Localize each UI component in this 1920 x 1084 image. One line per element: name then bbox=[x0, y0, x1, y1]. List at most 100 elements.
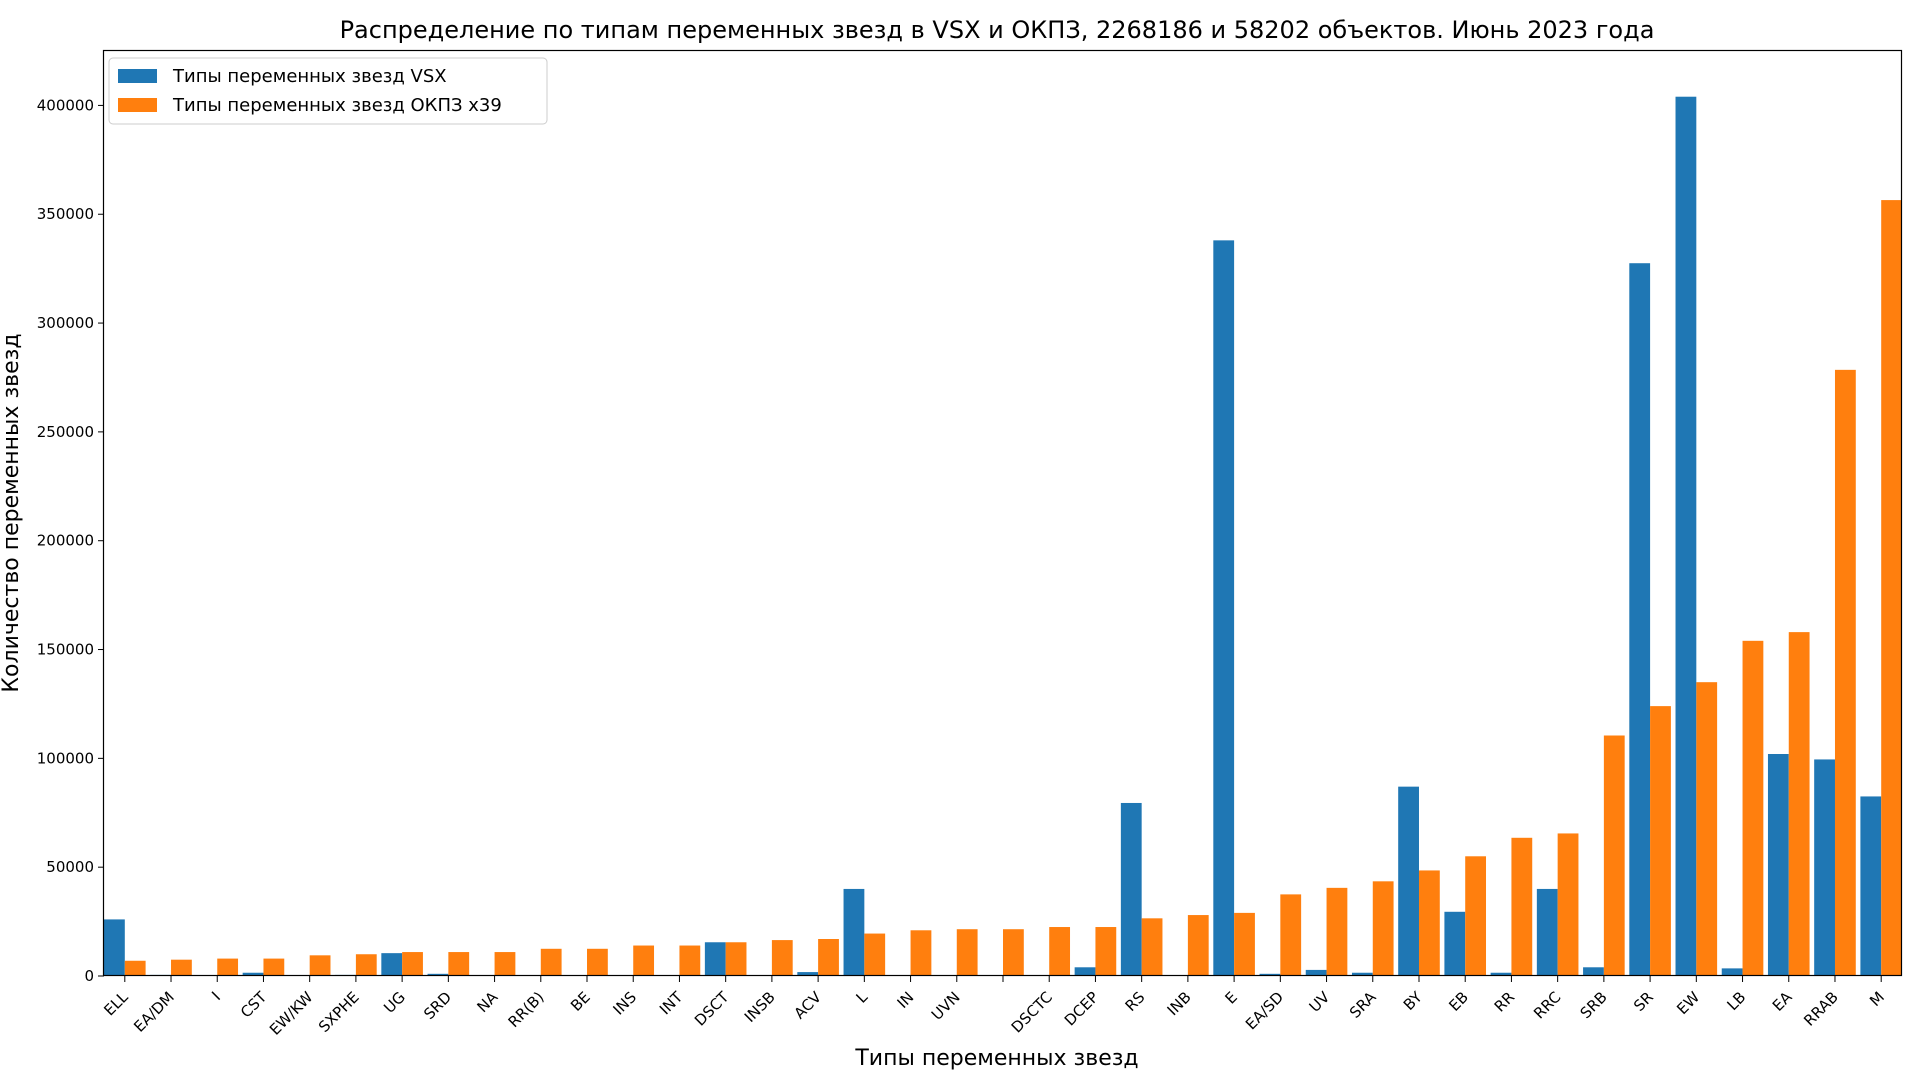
legend-swatch-okpz bbox=[118, 98, 157, 112]
x-tick-label: EB bbox=[1445, 988, 1472, 1015]
bar-okpz-7 bbox=[448, 952, 470, 976]
bar-okpz-8 bbox=[494, 952, 516, 976]
bar-okpz-22 bbox=[1141, 918, 1163, 976]
x-axis-label: Типы переменных звезд bbox=[854, 1046, 1138, 1071]
bar-vsx-22 bbox=[1120, 802, 1142, 976]
bar-vsx-15 bbox=[797, 972, 819, 976]
legend-box bbox=[108, 57, 548, 125]
x-tick-label: ACV bbox=[790, 988, 825, 1023]
x-tick-label: NA bbox=[473, 988, 501, 1016]
bar-okpz-23 bbox=[1187, 915, 1209, 976]
x-tick-label: ELL bbox=[100, 988, 132, 1020]
x-tick-label: UV bbox=[1306, 988, 1334, 1016]
bar-okpz-0 bbox=[124, 960, 146, 976]
bar-okpz-17 bbox=[910, 930, 932, 976]
x-tick-label: SRD bbox=[420, 988, 455, 1023]
y-tick-label: 200000 bbox=[37, 532, 94, 550]
legend-swatch-vsx bbox=[118, 69, 157, 83]
bar-okpz-19 bbox=[1003, 929, 1024, 976]
x-tick-label: DSCTC bbox=[1008, 988, 1056, 1036]
y-tick-label: 250000 bbox=[37, 423, 94, 441]
x-tick-label: RRAB bbox=[1800, 988, 1842, 1030]
x-tick-label: INT bbox=[656, 988, 687, 1019]
x-tick-label: CST bbox=[237, 988, 271, 1022]
x-tick-label: EA/SD bbox=[1242, 988, 1287, 1033]
bar-okpz-1 bbox=[171, 959, 192, 976]
y-tick-label: 350000 bbox=[37, 205, 94, 223]
bars-layer bbox=[104, 96, 1902, 977]
bar-okpz-35 bbox=[1742, 640, 1764, 976]
bar-okpz-30 bbox=[1511, 837, 1533, 976]
bar-vsx-28 bbox=[1398, 786, 1419, 976]
x-tick-label: INSB bbox=[741, 988, 779, 1026]
bar-okpz-31 bbox=[1557, 833, 1579, 976]
bar-vsx-35 bbox=[1721, 968, 1743, 976]
bar-okpz-12 bbox=[679, 945, 701, 976]
x-tick-label: BE bbox=[567, 988, 594, 1015]
y-tick-label: 100000 bbox=[37, 749, 94, 767]
bar-vsx-3 bbox=[242, 972, 264, 976]
bar-okpz-4 bbox=[309, 955, 331, 976]
x-tick-label: INB bbox=[1164, 988, 1195, 1019]
x-tick-label: DSCT bbox=[691, 988, 733, 1030]
bar-vsx-36 bbox=[1767, 754, 1789, 976]
x-tick-label: EW/KW bbox=[266, 988, 317, 1039]
x-tick-label: RS bbox=[1122, 988, 1149, 1015]
bar-okpz-36 bbox=[1788, 632, 1810, 976]
legend-label-okpz: Типы переменных звезд ОКПЗ x39 bbox=[172, 95, 502, 116]
x-tick-label: UG bbox=[380, 988, 409, 1017]
x-tick-label: SRA bbox=[1346, 988, 1380, 1022]
bar-okpz-3 bbox=[263, 958, 285, 976]
bar-okpz-6 bbox=[402, 952, 423, 976]
bar-okpz-5 bbox=[355, 954, 377, 976]
x-tick-label: RR(B) bbox=[505, 988, 548, 1031]
bar-okpz-14 bbox=[771, 940, 793, 976]
x-tick-label: LB bbox=[1723, 988, 1749, 1014]
x-tick-label: BY bbox=[1400, 988, 1426, 1014]
bar-vsx-38 bbox=[1860, 796, 1882, 976]
x-tick-label: RRC bbox=[1530, 988, 1564, 1022]
y-axis: 0 50000 100000 150000 200000 250000 300000 3500… bbox=[37, 96, 104, 985]
x-tick-label: E bbox=[1222, 988, 1241, 1007]
bar-okpz-32 bbox=[1603, 735, 1625, 976]
x-tick-label: SR bbox=[1630, 988, 1657, 1015]
bar-vsx-34 bbox=[1675, 96, 1697, 976]
y-axis-label: Количество переменных звезд bbox=[0, 333, 24, 692]
bar-okpz-9 bbox=[540, 948, 562, 976]
bar-okpz-28 bbox=[1418, 870, 1440, 976]
bar-vsx-16 bbox=[843, 888, 865, 976]
bar-vsx-29 bbox=[1444, 911, 1466, 976]
y-tick-label: 300000 bbox=[37, 314, 94, 332]
bar-okpz-27 bbox=[1372, 881, 1394, 976]
x-tick-label: UVN bbox=[928, 988, 964, 1024]
chart-title: Распределение по типам переменных звезд … bbox=[340, 16, 1655, 44]
bar-vsx-31 bbox=[1536, 888, 1558, 976]
bar-vsx-30 bbox=[1490, 972, 1512, 976]
bar-vsx-27 bbox=[1351, 972, 1373, 976]
bar-okpz-29 bbox=[1465, 856, 1487, 976]
x-tick-label: IN bbox=[894, 988, 918, 1012]
x-tick-label: DCEP bbox=[1061, 988, 1102, 1029]
bar-vsx-24 bbox=[1213, 240, 1235, 977]
plot-frame bbox=[102, 49, 1903, 977]
legend-label-vsx: Типы переменных звезд VSX bbox=[172, 66, 447, 87]
bar-okpz-21 bbox=[1095, 927, 1117, 976]
y-tick-label: 50000 bbox=[46, 858, 94, 876]
x-tick-label: L bbox=[853, 988, 872, 1007]
bar-okpz-16 bbox=[864, 933, 886, 976]
bar-okpz-18 bbox=[956, 929, 978, 976]
bar-vsx-26 bbox=[1305, 969, 1327, 976]
x-tick-label: EA/DM bbox=[130, 988, 178, 1036]
x-tick-label: SXPHE bbox=[315, 988, 363, 1036]
bar-okpz-25 bbox=[1280, 894, 1302, 976]
bar-okpz-33 bbox=[1650, 706, 1671, 976]
y-tick-label: 400000 bbox=[37, 96, 94, 114]
x-tick-label: SRB bbox=[1577, 988, 1611, 1022]
bar-okpz-13 bbox=[725, 942, 747, 976]
bar-vsx-32 bbox=[1583, 967, 1604, 976]
bar-okpz-15 bbox=[818, 939, 839, 976]
bar-vsx-21 bbox=[1074, 967, 1096, 976]
